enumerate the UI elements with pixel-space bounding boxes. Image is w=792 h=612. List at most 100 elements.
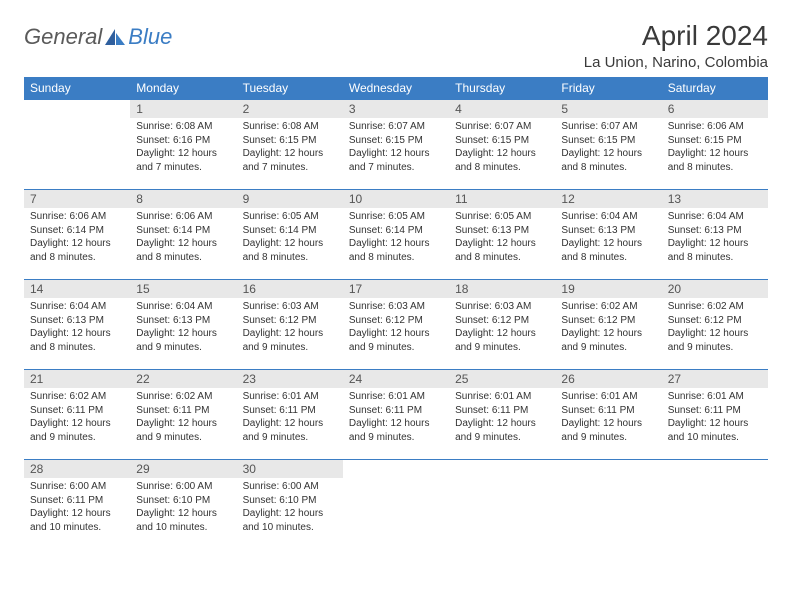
day-content: Sunrise: 6:01 AMSunset: 6:11 PMDaylight:… [662,388,768,448]
day-content: Sunrise: 6:05 AMSunset: 6:13 PMDaylight:… [449,208,555,268]
day-number: 13 [662,190,768,208]
calendar-body: 1Sunrise: 6:08 AMSunset: 6:16 PMDaylight… [24,100,768,550]
day-info-line: Sunset: 6:11 PM [30,404,124,418]
day-info-line: and 10 minutes. [136,521,230,535]
day-number: 15 [130,280,236,298]
day-content: Sunrise: 6:03 AMSunset: 6:12 PMDaylight:… [343,298,449,358]
calendar-day-cell: 8 Sunrise: 6:06 AMSunset: 6:14 PMDaylight… [130,190,236,280]
day-info-line: and 9 minutes. [455,431,549,445]
logo-text-blue: Blue [128,24,172,50]
day-number: 1 [130,100,236,118]
day-number: 16 [237,280,343,298]
calendar-page: General Blue April 2024 La Union, Narino… [0,0,792,570]
day-info-line: Sunrise: 6:02 AM [136,390,230,404]
weekday-header: Saturday [662,77,768,100]
calendar-day-cell: 25Sunrise: 6:01 AMSunset: 6:11 PMDayligh… [449,370,555,460]
day-info-line: Daylight: 12 hours [668,327,762,341]
day-info-line: Sunrise: 6:02 AM [668,300,762,314]
day-info-line: Daylight: 12 hours [136,237,230,251]
day-info-line: Sunset: 6:12 PM [668,314,762,328]
day-info-line: and 8 minutes. [561,161,655,175]
day-info-line: Sunset: 6:11 PM [136,404,230,418]
day-info-line: Sunset: 6:11 PM [668,404,762,418]
day-info-line: Daylight: 12 hours [243,417,337,431]
day-content: Sunrise: 6:04 AMSunset: 6:13 PMDaylight:… [555,208,661,268]
day-info-line: Daylight: 12 hours [30,327,124,341]
calendar-week-row: 1Sunrise: 6:08 AMSunset: 6:16 PMDaylight… [24,100,768,190]
weekday-header: Wednesday [343,77,449,100]
day-info-line: Sunset: 6:14 PM [30,224,124,238]
calendar-day-cell [24,100,130,190]
day-info-line: Sunset: 6:14 PM [136,224,230,238]
day-info-line: and 8 minutes. [243,251,337,265]
day-content: Sunrise: 6:02 AMSunset: 6:11 PMDaylight:… [24,388,130,448]
day-number: 6 [662,100,768,118]
calendar-day-cell: 14Sunrise: 6:04 AMSunset: 6:13 PMDayligh… [24,280,130,370]
day-info-line: Sunrise: 6:05 AM [455,210,549,224]
day-info-line: Sunrise: 6:08 AM [243,120,337,134]
day-info-line: and 9 minutes. [349,431,443,445]
day-info-line: Sunrise: 6:07 AM [349,120,443,134]
month-title: April 2024 [584,20,768,52]
calendar-day-cell: 13Sunrise: 6:04 AMSunset: 6:13 PMDayligh… [662,190,768,280]
weekday-header: Sunday [24,77,130,100]
day-content: Sunrise: 6:06 AMSunset: 6:15 PMDaylight:… [662,118,768,178]
calendar-day-cell [555,460,661,550]
day-number: 25 [449,370,555,388]
day-info-line: and 8 minutes. [30,341,124,355]
weekday-header: Tuesday [237,77,343,100]
day-info-line: Sunrise: 6:06 AM [136,210,230,224]
day-info-line: Sunset: 6:11 PM [561,404,655,418]
day-number: 18 [449,280,555,298]
day-number: 22 [130,370,236,388]
calendar-day-cell: 19Sunrise: 6:02 AMSunset: 6:12 PMDayligh… [555,280,661,370]
day-info-line: Sunset: 6:11 PM [30,494,124,508]
calendar-day-cell: 2Sunrise: 6:08 AMSunset: 6:15 PMDaylight… [237,100,343,190]
day-info-line: and 9 minutes. [136,341,230,355]
day-info-line: Sunset: 6:14 PM [243,224,337,238]
day-info-line: and 8 minutes. [30,251,124,265]
day-info-line: Sunrise: 6:07 AM [561,120,655,134]
day-info-line: Daylight: 12 hours [561,327,655,341]
day-info-line: Sunset: 6:11 PM [243,404,337,418]
day-number: 2 [237,100,343,118]
day-content: Sunrise: 6:04 AMSunset: 6:13 PMDaylight:… [662,208,768,268]
day-info-line: Sunset: 6:12 PM [455,314,549,328]
day-info-line: and 9 minutes. [136,431,230,445]
weekday-header-row: Sunday Monday Tuesday Wednesday Thursday… [24,77,768,100]
calendar-day-cell: 23Sunrise: 6:01 AMSunset: 6:11 PMDayligh… [237,370,343,460]
day-info-line: Daylight: 12 hours [561,237,655,251]
day-info-line: Sunset: 6:10 PM [243,494,337,508]
day-number: 27 [662,370,768,388]
calendar-day-cell: 22Sunrise: 6:02 AMSunset: 6:11 PMDayligh… [130,370,236,460]
day-info-line: Sunrise: 6:05 AM [243,210,337,224]
day-info-line: Sunset: 6:13 PM [561,224,655,238]
calendar-week-row: 28Sunrise: 6:00 AMSunset: 6:11 PMDayligh… [24,460,768,550]
day-number: 3 [343,100,449,118]
day-info-line: Sunset: 6:11 PM [455,404,549,418]
day-info-line: Daylight: 12 hours [136,147,230,161]
day-info-line: Sunrise: 6:08 AM [136,120,230,134]
day-content: Sunrise: 6:02 AMSunset: 6:12 PMDaylight:… [662,298,768,358]
day-info-line: and 10 minutes. [668,431,762,445]
brand-logo: General Blue [24,24,172,50]
day-info-line: Sunrise: 6:07 AM [455,120,549,134]
calendar-day-cell: 15Sunrise: 6:04 AMSunset: 6:13 PMDayligh… [130,280,236,370]
day-info-line: and 8 minutes. [668,251,762,265]
day-content: Sunrise: 6:07 AMSunset: 6:15 PMDaylight:… [343,118,449,178]
day-number: 12 [555,190,661,208]
day-info-line: and 8 minutes. [455,251,549,265]
day-info-line: Daylight: 12 hours [349,147,443,161]
calendar-day-cell: 7Sunrise: 6:06 AMSunset: 6:14 PMDaylight… [24,190,130,280]
day-info-line: Daylight: 12 hours [243,327,337,341]
day-info-line: Daylight: 12 hours [668,417,762,431]
day-content: Sunrise: 6:00 AMSunset: 6:11 PMDaylight:… [24,478,130,538]
calendar-day-cell: 16Sunrise: 6:03 AMSunset: 6:12 PMDayligh… [237,280,343,370]
calendar-day-cell: 5Sunrise: 6:07 AMSunset: 6:15 PMDaylight… [555,100,661,190]
day-number: 8 [130,190,236,208]
day-number: 10 [343,190,449,208]
day-info-line: Sunset: 6:15 PM [349,134,443,148]
day-info-line: Daylight: 12 hours [243,507,337,521]
calendar-day-cell: 30Sunrise: 6:00 AMSunset: 6:10 PMDayligh… [237,460,343,550]
calendar-day-cell: 12Sunrise: 6:04 AMSunset: 6:13 PMDayligh… [555,190,661,280]
